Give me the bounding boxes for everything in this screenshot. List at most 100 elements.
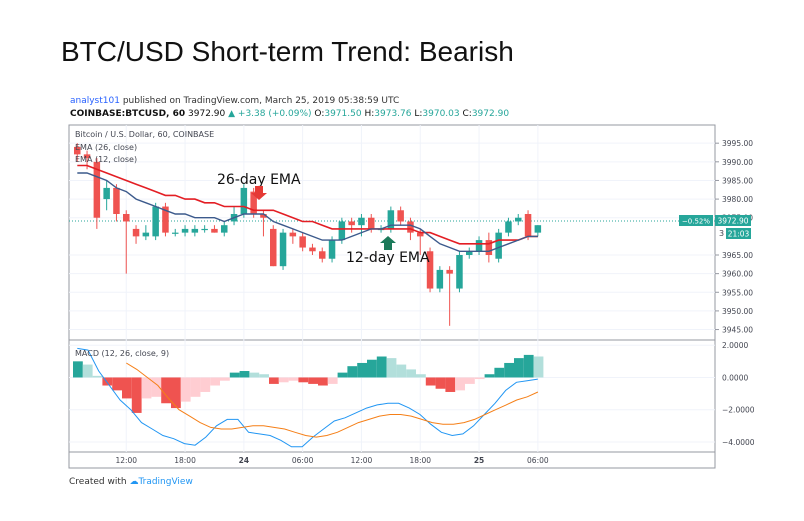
candle-body [348, 221, 355, 226]
price-badge [715, 215, 751, 226]
macd-histogram-bar [92, 375, 103, 378]
macd-histogram-bar [298, 377, 309, 383]
candle-body [211, 228, 218, 233]
candle-body [534, 225, 542, 233]
macd-histogram [73, 354, 544, 413]
candle-body [250, 191, 257, 214]
candle-body [505, 221, 512, 233]
candle-body [181, 228, 189, 233]
time-tick-label: 06:00 [292, 456, 314, 465]
candle-body [475, 240, 483, 252]
price-tick-label: 3995.00 [722, 139, 753, 148]
candle-body [387, 210, 395, 229]
ema12-annotation: 12-day EMA [346, 250, 430, 266]
time-tick-label: 24 [239, 456, 249, 465]
tick-fragment: 3 [719, 229, 724, 238]
footer-prefix: Created with [69, 477, 127, 487]
macd-histogram-bar [141, 377, 152, 399]
low-value: 3970.03 [422, 109, 460, 119]
candle-body [466, 251, 473, 255]
candlestick-series [74, 143, 542, 326]
candle-body [515, 217, 522, 222]
ema26-legend: EMA (26, close) [75, 143, 137, 152]
macd-histogram-bar [494, 367, 505, 378]
timer-badge-text: 21:03 [728, 230, 750, 239]
macd-histogram-bar [406, 369, 416, 378]
macd-histogram-bar [327, 377, 338, 384]
change-badge-text: −0.52% [682, 218, 710, 226]
footer-brand[interactable]: TradingView [138, 477, 193, 487]
candle-body [485, 240, 493, 255]
macd-histogram-bar [249, 372, 260, 378]
candle-body [338, 221, 346, 241]
price-badge-text: 3972.90 [717, 217, 748, 226]
symbol-legend: Bitcoin / U.S. Dollar, 60, COINBASE [75, 130, 214, 139]
candle-body [524, 214, 532, 237]
macd-tick-label: 2.0000 [722, 341, 748, 350]
ema12-legend: EMA (12, close) [75, 155, 137, 164]
price-tick-label: 3985.00 [722, 176, 753, 185]
macd-tick-label: 0.0000 [722, 373, 748, 382]
candle-body [240, 187, 248, 214]
macd-histogram-bar [337, 372, 348, 378]
author-link[interactable]: analyst101 [70, 96, 120, 106]
time-tick-label: 18:00 [409, 456, 431, 465]
candle-body [289, 232, 297, 237]
macd-histogram-bar [82, 364, 93, 378]
macd-histogram-bar [514, 358, 524, 378]
ema12-line [77, 172, 538, 252]
candle-body [132, 228, 140, 237]
candle-body [309, 247, 316, 252]
time-tick-label: 12:00 [351, 456, 373, 465]
macd-histogram-bar [455, 377, 465, 391]
macd-histogram-bar [288, 377, 299, 381]
candle-body [260, 214, 267, 218]
price-tick-label: 3960.00 [722, 270, 753, 279]
candle-body [328, 240, 336, 259]
candle-body [368, 217, 375, 229]
macd-histogram-bar [171, 377, 181, 409]
candle-body [93, 161, 101, 218]
candle-body [397, 210, 404, 222]
price-tick-label: 3980.00 [722, 195, 753, 204]
macd-histogram-bar [396, 364, 407, 378]
publish-info: analyst101 published on TradingView.com,… [70, 96, 399, 106]
time-tick-label: 25 [474, 456, 484, 465]
price-tick-label: 3955.00 [722, 288, 753, 297]
candle-body [123, 214, 130, 222]
candle-body [221, 225, 228, 233]
high-label: H: [364, 109, 375, 119]
candle-body [142, 232, 150, 237]
candle-body [279, 232, 287, 267]
time-tick-label: 06:00 [527, 456, 549, 465]
macd-histogram-bar [220, 377, 230, 381]
close-value: 3972.90 [471, 109, 510, 119]
down-arrow-icon [251, 186, 267, 200]
price-change: ▲ +3.38 (+0.09%) [228, 109, 312, 119]
macd-histogram-bar [210, 377, 220, 386]
ema26-line [77, 164, 538, 245]
macd-histogram-bar [435, 377, 446, 389]
macd-histogram-bar [269, 377, 279, 384]
candle-body [83, 154, 91, 159]
macd-histogram-bar [376, 356, 387, 378]
macd-axis: 2.0000 0.0000 −2.0000 −4.0000 [722, 341, 755, 447]
candle-body [152, 206, 159, 237]
macd-histogram-bar [367, 359, 377, 378]
open-label: O: [314, 109, 325, 119]
candle-body [436, 269, 444, 289]
macd-histogram-bar [318, 377, 328, 386]
chart-frame [68, 124, 716, 469]
tradingview-logo-icon[interactable]: ☁ [129, 477, 139, 487]
ema26-annotation: 26-day EMA [217, 172, 301, 188]
macd-histogram-bar [278, 377, 289, 383]
macd-histogram-bar [484, 374, 495, 378]
change-badge [679, 215, 713, 226]
candle-body [113, 187, 120, 214]
macd-histogram-bar [425, 377, 436, 386]
candle-body [162, 206, 169, 233]
macd-histogram-bar [357, 362, 367, 378]
low-label: L: [414, 109, 423, 119]
publish-text: published on TradingView.com, March 25, … [119, 96, 400, 106]
